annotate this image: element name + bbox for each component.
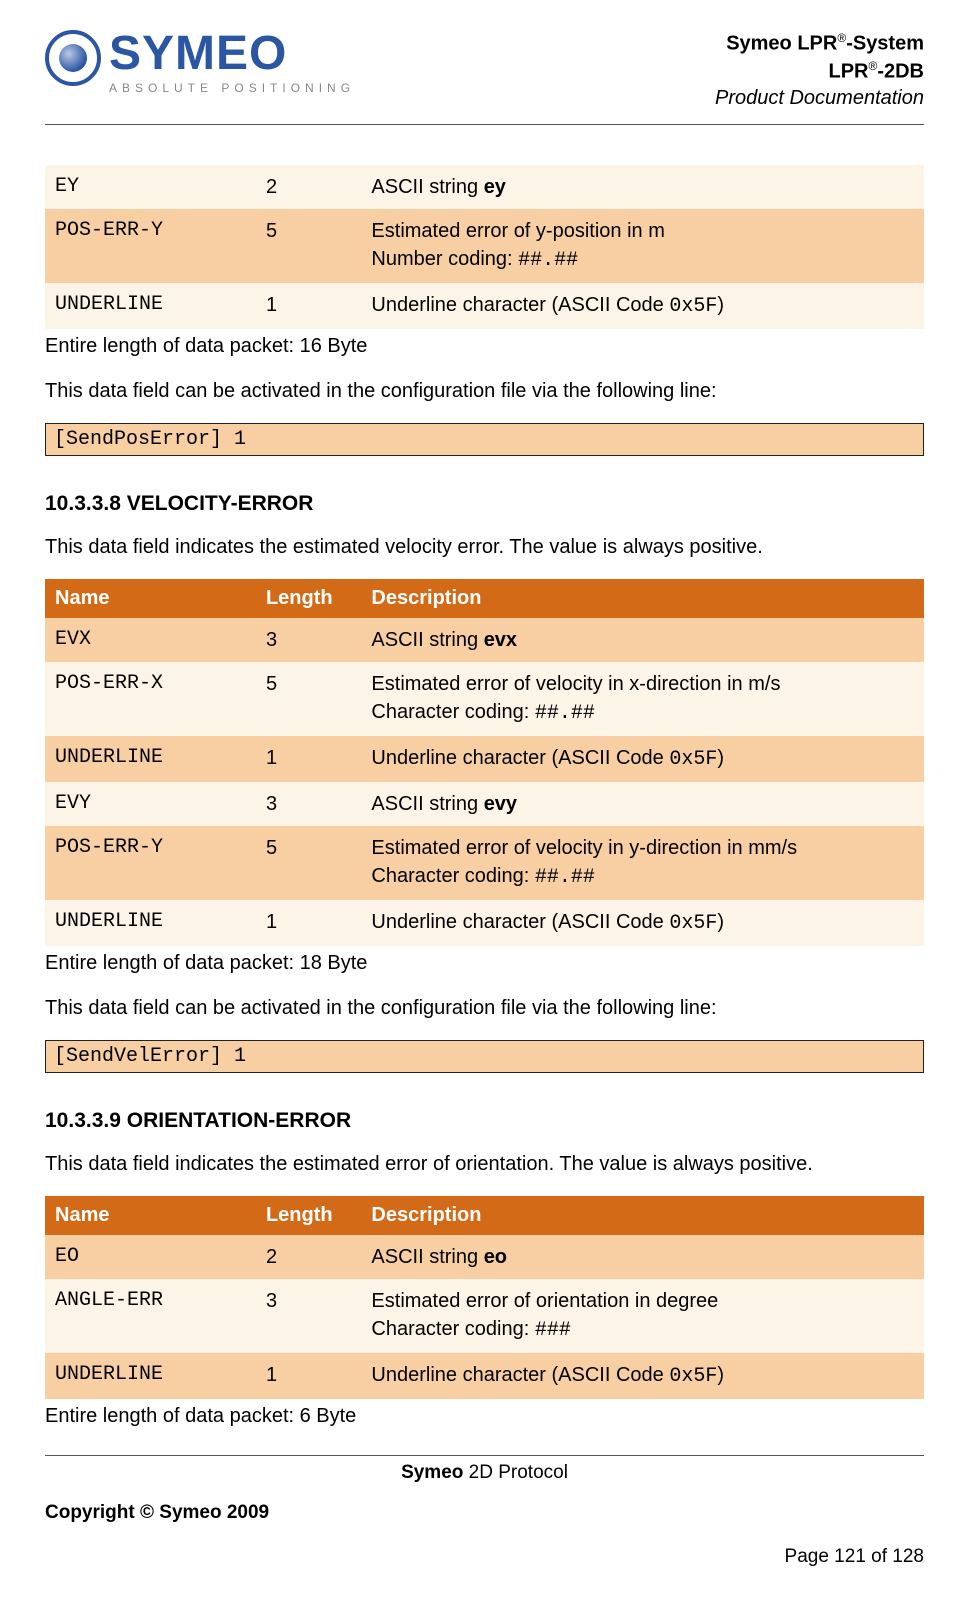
code-box-2: [SendVelError] 1 xyxy=(45,1040,924,1073)
table-row: UNDERLINE 1 Underline character (ASCII C… xyxy=(45,1353,924,1399)
hdr-line2b: -2DB xyxy=(877,60,924,82)
logo: SYMEO ABSOLUTE POSITIONING xyxy=(45,30,355,94)
section-heading-orientation: 10.3.3.9 ORIENTATION-ERROR xyxy=(45,1109,924,1133)
table-row: UNDERLINE 1 Underline character (ASCII C… xyxy=(45,283,924,329)
table-row: POS-ERR-Y 5 Estimated error of y-positio… xyxy=(45,209,924,283)
header-right: Symeo LPR®-System LPR®-2DB Product Docum… xyxy=(715,30,924,112)
table-row: UNDERLINE 1 Underline character (ASCII C… xyxy=(45,736,924,782)
code-box-1: [SendPosError] 1 xyxy=(45,423,924,456)
th-name: Name xyxy=(45,1196,256,1235)
cell-desc: Underline character (ASCII Code 0x5F) xyxy=(361,283,924,329)
th-len: Length xyxy=(256,1196,361,1235)
table-row: EY 2 ASCII string ey xyxy=(45,165,924,209)
th-len: Length xyxy=(256,579,361,618)
logo-word: SYMEO xyxy=(109,30,355,78)
cell-name: EY xyxy=(45,165,256,209)
table-velocity-error: Name Length Description EVX 3 ASCII stri… xyxy=(45,579,924,946)
table-row: POS-ERR-Y 5 Estimated error of velocity … xyxy=(45,826,924,900)
table-row: EVY 3 ASCII string evy xyxy=(45,782,924,826)
table-row: UNDERLINE 1 Underline character (ASCII C… xyxy=(45,900,924,946)
page-footer: Symeo 2D Protocol Copyright © Symeo 2009… xyxy=(45,1455,924,1568)
footer-page-number: Page 121 of 128 xyxy=(45,1546,924,1568)
activate-text-2: This data field can be activated in the … xyxy=(45,995,924,1022)
th-desc: Description xyxy=(361,579,924,618)
hdr-line1a: Symeo LPR xyxy=(726,33,837,55)
logo-icon xyxy=(45,30,101,86)
cell-name: POS-ERR-Y xyxy=(45,209,256,283)
hdr-line2a: LPR xyxy=(828,60,868,82)
logo-tagline: ABSOLUTE POSITIONING xyxy=(109,82,355,94)
section-intro-orientation: This data field indicates the estimated … xyxy=(45,1151,924,1178)
table-row: EVX 3 ASCII string evx xyxy=(45,618,924,662)
packet-len-3: Entire length of data packet: 6 Byte xyxy=(45,1403,924,1430)
table-orientation-error: Name Length Description EO 2 ASCII strin… xyxy=(45,1196,924,1399)
section-heading-velocity: 10.3.3.8 VELOCITY-ERROR xyxy=(45,492,924,516)
cell-desc: ASCII string ey xyxy=(361,165,924,209)
section-intro-velocity: This data field indicates the estimated … xyxy=(45,534,924,561)
th-desc: Description xyxy=(361,1196,924,1235)
table-row: ANGLE-ERR 3 Estimated error of orientati… xyxy=(45,1279,924,1353)
cell-len: 2 xyxy=(256,165,361,209)
hdr-line1b: -System xyxy=(846,33,924,55)
page-header: SYMEO ABSOLUTE POSITIONING Symeo LPR®-Sy… xyxy=(45,30,924,125)
activate-text-1: This data field can be activated in the … xyxy=(45,378,924,405)
packet-len-1: Entire length of data packet: 16 Byte xyxy=(45,333,924,360)
th-name: Name xyxy=(45,579,256,618)
table-row: EO 2 ASCII string eo xyxy=(45,1235,924,1279)
table-pos-error: EY 2 ASCII string ey POS-ERR-Y 5 Estimat… xyxy=(45,165,924,329)
cell-len: 1 xyxy=(256,283,361,329)
cell-len: 5 xyxy=(256,209,361,283)
table-header-row: Name Length Description xyxy=(45,579,924,618)
packet-len-2: Entire length of data packet: 18 Byte xyxy=(45,950,924,977)
table-header-row: Name Length Description xyxy=(45,1196,924,1235)
hdr-line3: Product Documentation xyxy=(715,87,924,109)
footer-copyright: Copyright © Symeo 2009 xyxy=(45,1502,924,1524)
cell-desc: Estimated error of y-position in m Numbe… xyxy=(361,209,924,283)
footer-center: Symeo 2D Protocol xyxy=(45,1462,924,1484)
cell-name: UNDERLINE xyxy=(45,283,256,329)
table-row: POS-ERR-X 5 Estimated error of velocity … xyxy=(45,662,924,736)
